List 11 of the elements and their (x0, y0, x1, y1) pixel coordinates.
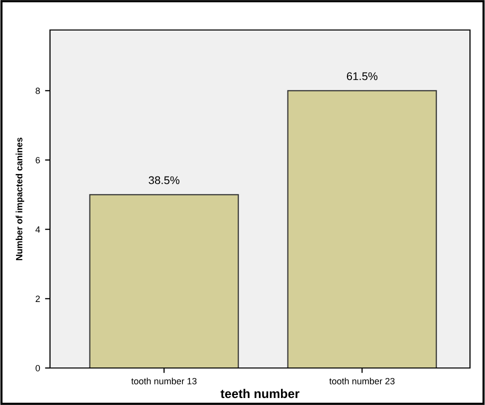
y-tick-label: 8 (36, 88, 40, 94)
y-axis-title: Number of impacted canines (16, 138, 24, 260)
x-tick-label: tooth number 23 (329, 378, 395, 384)
x-tick-label: tooth number 13 (131, 378, 197, 384)
y-tick-label: 4 (35, 226, 40, 233)
y-tick-label: 6 (36, 156, 40, 164)
annotation: 61.5% (346, 72, 378, 80)
x-axis-title: teeth number (220, 388, 300, 398)
y-tick-label: 0 (36, 364, 40, 372)
annotation: 38.5% (148, 176, 180, 184)
y-tick-label: 2 (36, 296, 40, 302)
